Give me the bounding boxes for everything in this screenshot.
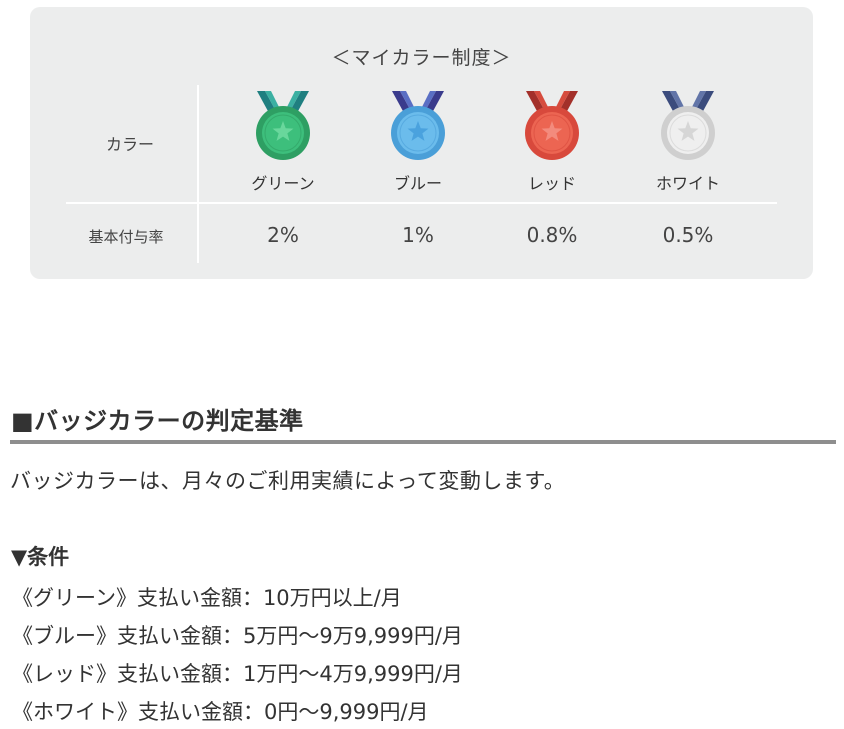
badge-blue: ブルー [358,91,478,194]
white-medal-icon [661,91,715,160]
badge-rate: 0.5% [662,223,714,247]
section-divider [10,440,836,444]
condition-item: 《ホワイト》支払い金額：0円～9,999円/月 [12,700,429,724]
badge-rate: 1% [402,223,434,247]
condition-item: 《グリーン》支払い金額：10万円以上/月 [12,586,402,610]
rate-row-label: 基本付与率 [88,228,164,246]
badge-red: レッド [492,91,612,194]
blue-medal-icon [391,91,445,160]
red-medal-icon [525,91,579,160]
section-intro: バッジカラーは、月々のご利用実績によって変動します。 [10,469,566,493]
condition-item: 《レッド》支払い金額：1万円～4万9,999円/月 [12,662,463,686]
badge-name: ホワイト [655,174,720,193]
badge-green: グリーン [223,91,343,194]
badge-white: ホワイト [628,91,748,194]
badge-name: グリーン [251,174,315,193]
section-heading: ■バッジカラーの判定基準 [11,407,304,435]
panel-title: ＜マイカラー制度＞ [331,47,512,69]
table-divider-vertical [197,85,199,263]
badge-rate: 2% [267,223,299,247]
my-color-panel: ＜マイカラー制度＞ カラー 基本付与率 グリーン ブルー レッド ホワイト 2%… [30,7,813,279]
color-row-label: カラー [105,135,154,154]
conditions-list: 《グリーン》支払い金額：10万円以上/月 《ブルー》支払い金額：5万円～9万9,… [12,579,463,729]
badge-rate: 0.8% [526,223,578,247]
badge-name: ブルー [393,174,442,193]
table-divider-horizontal [66,202,777,204]
conditions-heading: ▼条件 [11,545,70,569]
badge-name: レッド [527,174,576,193]
condition-item: 《ブルー》支払い金額：5万円～9万9,999円/月 [12,624,463,648]
green-medal-icon [256,91,310,160]
